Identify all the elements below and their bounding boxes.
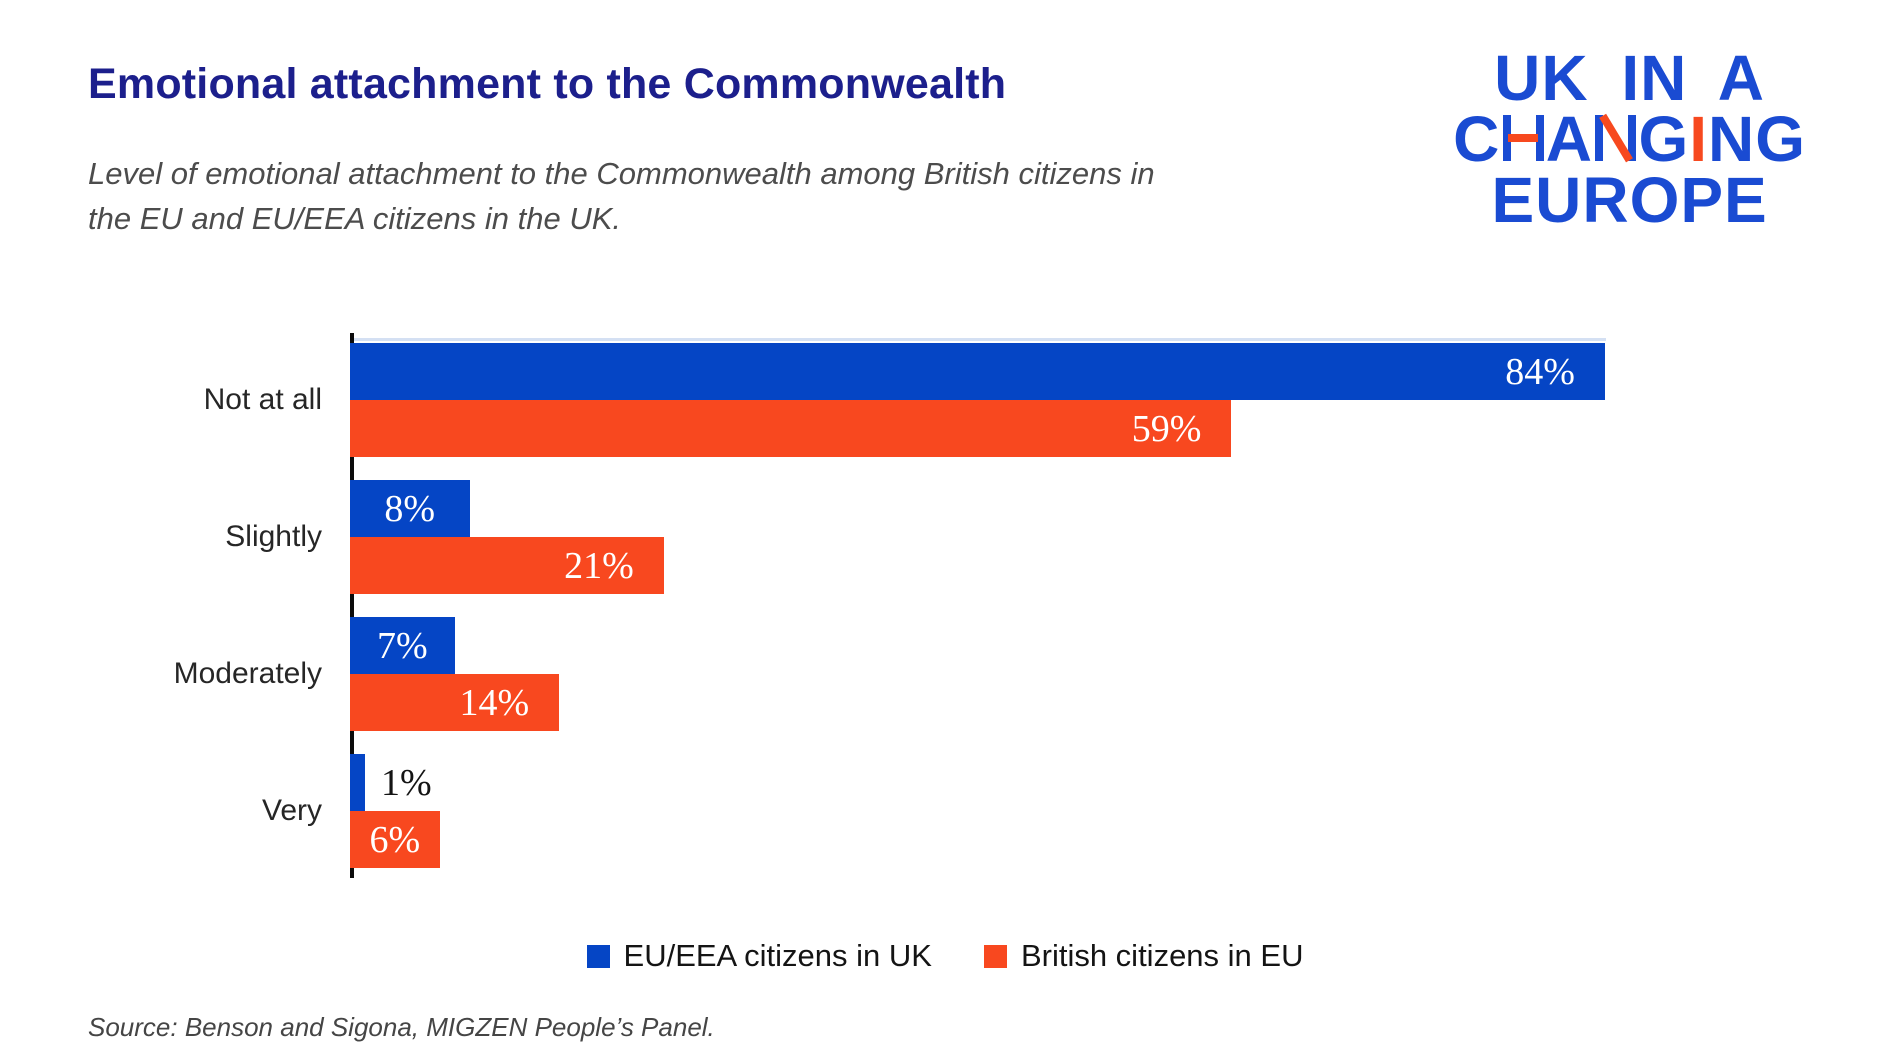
bar-groups: Not at all 84% 59% Slightly 8% 21% Moderately 7… <box>0 343 1844 868</box>
logo-letter-a: A <box>1545 103 1594 175</box>
glyph-accent-stroke <box>1508 133 1539 142</box>
bar-pair: 1% 6% <box>350 754 1844 868</box>
subtitle-line-1: Level of emotional attachment to the Com… <box>88 156 1155 191</box>
bar-pair: 7% 14% <box>350 617 1844 731</box>
category-label: Very <box>261 794 322 827</box>
ukice-logo: UK IN A C A GING EUROPE <box>1453 42 1806 236</box>
bar-value-label: 8% <box>384 488 436 530</box>
legend-swatch-eu-eea-citizens-in-uk <box>586 944 610 968</box>
chart-subtitle: Level of emotional attachment to the Com… <box>88 151 1155 241</box>
logo-letter-n: N <box>1708 103 1756 175</box>
bar-eu-eea-citizens-in-uk-moderately: 7% <box>350 617 455 674</box>
bar-pair: 84% 59% <box>350 343 1844 457</box>
bar-british-citizens-in-eu-slightly: 21% <box>350 537 664 594</box>
bar-value-label: 7% <box>376 625 428 667</box>
logo-letter-n-glyph <box>1595 113 1637 163</box>
subtitle-line-2: the EU and EU/EEA citizens in the UK. <box>88 201 621 236</box>
bar-value-label: 6% <box>369 819 421 861</box>
legend-label: EU/EEA citizens in UK <box>623 938 932 973</box>
bar-british-citizens-in-eu-moderately: 14% <box>350 674 560 731</box>
logo-line-2: C A GING <box>1453 107 1806 171</box>
bar-british-citizens-in-eu-very: 6% <box>350 811 440 868</box>
logo-letter-c: C <box>1453 103 1501 175</box>
logo-line-1: UK IN A <box>1494 42 1765 114</box>
bar-value-label: 21% <box>564 545 634 587</box>
bar-group-moderately: Moderately 7% 14% <box>0 617 1844 731</box>
logo-letter-h-glyph <box>1502 114 1544 161</box>
category-label: Not at all <box>203 383 322 416</box>
glyph-stroke <box>1502 114 1511 161</box>
logo-letter-g: G <box>1638 103 1690 175</box>
header: Emotional attachment to the Commonwealth… <box>88 60 1155 241</box>
legend: EU/EEA citizens in UK British citizens in… <box>0 938 1890 974</box>
legend-swatch-british-citizens-in-eu <box>983 944 1007 968</box>
y-axis-line <box>350 333 354 878</box>
bar-group-very: Very 1% 6% <box>0 754 1844 868</box>
category-label: Moderately <box>173 657 322 690</box>
bar-eu-eea-citizens-in-uk-slightly: 8% <box>350 480 470 537</box>
bar-value-label: 84% <box>1505 351 1575 393</box>
bar-group-slightly: Slightly 8% 21% <box>0 480 1844 594</box>
bar-group-not-at-all: Not at all 84% 59% <box>0 343 1844 457</box>
legend-label: British citizens in EU <box>1020 938 1304 973</box>
bar-pair: 8% 21% <box>350 480 1844 594</box>
plot-top-border <box>354 338 1606 341</box>
glyph-stroke <box>1628 114 1637 161</box>
bar-eu-eea-citizens-in-uk-very: 1% <box>350 754 432 811</box>
page-title: Emotional attachment to the Commonwealth <box>88 60 1007 108</box>
logo-letter-i: I <box>1689 103 1708 175</box>
glyph-stroke <box>1595 114 1604 161</box>
glyph-stroke <box>1535 114 1544 161</box>
legend-item-british-citizens-in-eu: British citizens in EU <box>983 938 1304 974</box>
bar-value-label: 59% <box>1131 408 1202 450</box>
bar-value-label: 14% <box>459 682 530 724</box>
bar-value-label: 1% <box>380 762 432 804</box>
logo-line-3: EUROPE <box>1491 164 1768 236</box>
bar-eu-eea-citizens-in-uk-not-at-all: 84% <box>350 343 1605 400</box>
category-label: Slightly <box>225 520 322 553</box>
legend-item-eu-eea-citizens-in-uk: EU/EEA citizens in UK <box>586 938 932 974</box>
logo-letter-g: G <box>1755 103 1806 175</box>
source-text: Source: Benson and Sigona, MIGZEN People… <box>88 1012 715 1042</box>
bar-chart: Not at all 84% 59% Slightly 8% 21% Moderately 7… <box>0 333 1844 891</box>
bar-british-citizens-in-eu-not-at-all: 59% <box>350 400 1232 457</box>
